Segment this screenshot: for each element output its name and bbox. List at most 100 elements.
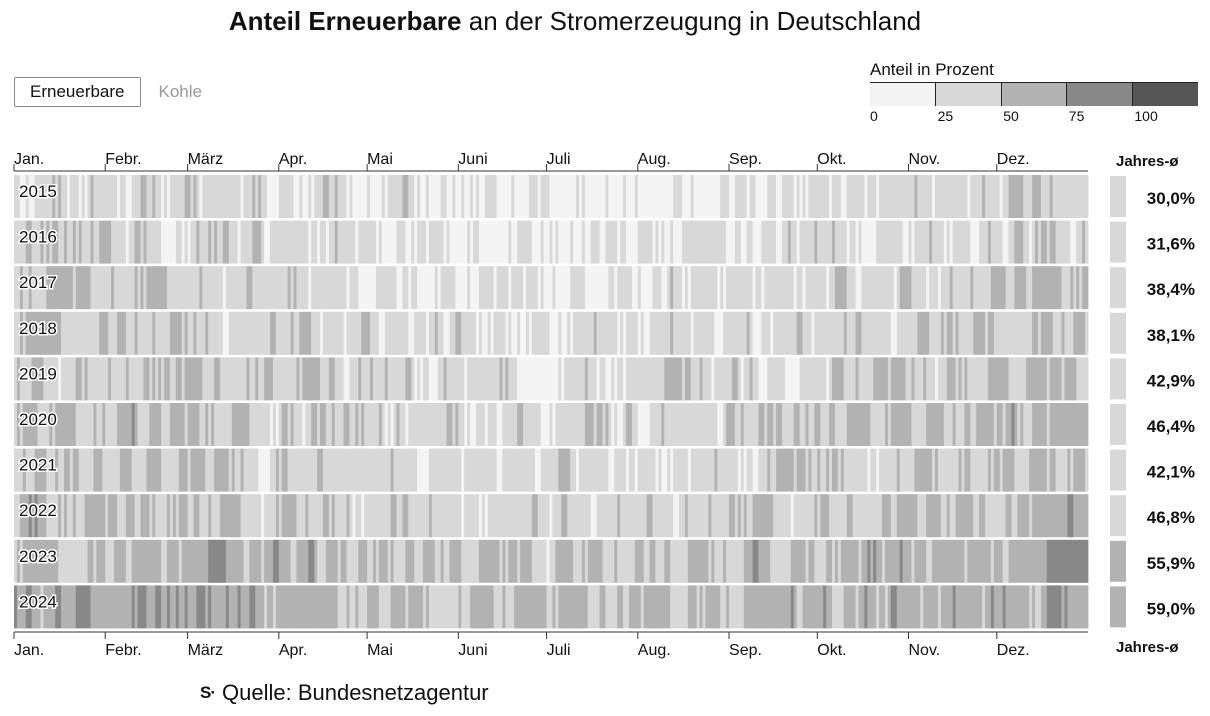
day-cell bbox=[564, 311, 568, 355]
day-cell bbox=[487, 357, 492, 401]
day-cell bbox=[737, 220, 742, 264]
day-cell bbox=[505, 494, 509, 538]
day-cell bbox=[546, 311, 550, 355]
day-cell bbox=[172, 448, 177, 492]
day-cell bbox=[187, 311, 191, 355]
day-cell bbox=[352, 175, 356, 218]
day-cell bbox=[646, 494, 650, 538]
day-cell bbox=[1032, 220, 1036, 264]
annual-avg-swatch bbox=[1110, 586, 1126, 628]
day-cell bbox=[528, 403, 533, 446]
day-cell bbox=[755, 266, 759, 310]
day-cell bbox=[261, 357, 265, 401]
day-cell bbox=[28, 175, 33, 218]
tab-erneuerbare[interactable]: Erneuerbare bbox=[14, 77, 141, 107]
day-cell bbox=[926, 448, 930, 492]
day-cell bbox=[128, 175, 133, 218]
day-cell bbox=[599, 403, 603, 446]
day-cell bbox=[596, 585, 600, 629]
day-cell bbox=[249, 357, 253, 401]
day-cell bbox=[181, 539, 186, 583]
tab-kohle[interactable]: Kohle bbox=[158, 82, 202, 101]
day-cell bbox=[1070, 357, 1074, 401]
day-cell bbox=[258, 494, 262, 538]
day-cell bbox=[581, 585, 586, 629]
annual-avg-swatch bbox=[1110, 267, 1126, 309]
day-cell bbox=[929, 448, 933, 492]
day-cell bbox=[431, 585, 436, 629]
day-cell bbox=[314, 585, 318, 629]
day-cell bbox=[214, 448, 218, 492]
month-label: Sep. bbox=[729, 151, 762, 168]
day-cell bbox=[611, 311, 615, 355]
day-cell bbox=[287, 539, 291, 583]
day-cell bbox=[484, 539, 489, 583]
day-cell bbox=[431, 266, 436, 310]
day-cell bbox=[299, 585, 303, 629]
day-cell bbox=[1037, 585, 1042, 629]
day-cell bbox=[767, 448, 771, 492]
day-cell bbox=[655, 266, 659, 310]
day-cell bbox=[767, 494, 771, 538]
day-cell bbox=[116, 494, 121, 538]
day-cell bbox=[617, 175, 621, 218]
day-cell bbox=[296, 448, 300, 492]
day-cell bbox=[628, 357, 633, 401]
day-cell bbox=[102, 175, 106, 218]
day-cell bbox=[125, 357, 130, 401]
day-cell bbox=[564, 403, 568, 446]
day-cell bbox=[202, 357, 206, 401]
day-cell bbox=[899, 448, 904, 492]
day-cell bbox=[1073, 311, 1077, 355]
day-cell bbox=[258, 539, 262, 583]
day-cell bbox=[952, 220, 956, 264]
day-cell bbox=[749, 175, 753, 218]
day-cell bbox=[320, 494, 324, 538]
day-cell bbox=[172, 494, 177, 538]
day-cell bbox=[149, 585, 153, 629]
day-cell bbox=[202, 539, 206, 583]
day-cell bbox=[190, 311, 194, 355]
day-cell bbox=[584, 266, 589, 310]
day-cell bbox=[943, 539, 948, 583]
day-cell bbox=[325, 403, 330, 446]
day-cell bbox=[882, 266, 886, 310]
day-cell bbox=[461, 403, 465, 446]
day-cell bbox=[137, 494, 141, 538]
day-cell bbox=[275, 585, 280, 629]
day-cell bbox=[634, 448, 639, 492]
day-cell bbox=[437, 448, 442, 492]
day-cell bbox=[243, 403, 247, 446]
day-cell bbox=[552, 494, 556, 538]
day-cell bbox=[428, 175, 433, 218]
day-cell bbox=[876, 357, 880, 401]
day-cell bbox=[408, 175, 412, 218]
day-cell bbox=[570, 403, 574, 446]
day-cell bbox=[923, 448, 927, 492]
day-cell bbox=[90, 585, 94, 629]
day-cell bbox=[72, 539, 77, 583]
day-cell bbox=[252, 539, 256, 583]
day-cell bbox=[1085, 539, 1089, 583]
day-cell bbox=[555, 494, 559, 538]
day-cell bbox=[596, 448, 600, 492]
day-cell bbox=[317, 448, 321, 492]
day-cell bbox=[205, 357, 209, 401]
day-cell bbox=[993, 448, 998, 492]
day-cell bbox=[1029, 357, 1033, 401]
day-cell bbox=[1061, 266, 1065, 310]
day-cell bbox=[699, 175, 703, 218]
day-cell bbox=[484, 311, 489, 355]
day-cell bbox=[690, 448, 695, 492]
day-cell bbox=[164, 311, 168, 355]
day-cell bbox=[481, 585, 486, 629]
day-cell bbox=[802, 357, 806, 401]
day-cell bbox=[843, 539, 848, 583]
day-cell bbox=[108, 585, 112, 629]
day-cell bbox=[219, 357, 224, 401]
day-cell bbox=[393, 494, 397, 538]
day-cell bbox=[131, 220, 136, 264]
day-cell bbox=[502, 311, 506, 355]
day-cell bbox=[661, 357, 665, 401]
day-cell bbox=[467, 494, 471, 538]
